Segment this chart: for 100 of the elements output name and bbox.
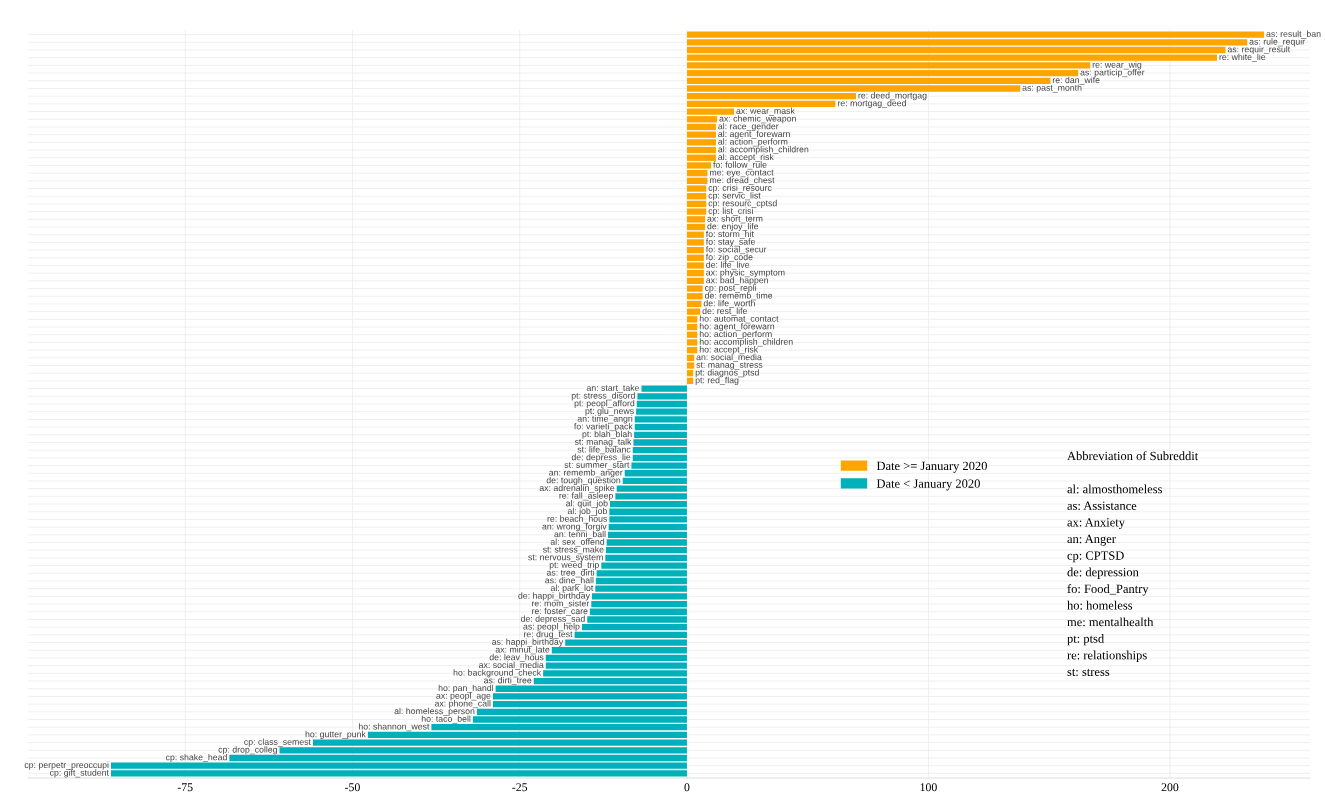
- category-label: re: fall_asleep: [559, 492, 613, 501]
- annotation: pt: ptsd: [1067, 633, 1105, 646]
- category-label: fo: social_secur: [705, 246, 767, 255]
- bar: [686, 123, 716, 131]
- category-label: al: race_gender: [718, 122, 779, 132]
- category-label: re: white_lie: [1219, 53, 1266, 62]
- category-label: ax: short_term: [707, 215, 763, 224]
- category-label: al: job_job: [567, 507, 607, 516]
- category-label: al: action_perform: [718, 138, 788, 147]
- category-label: de: depress_sad: [520, 615, 585, 624]
- category-label: ho: agent_forewarn: [699, 322, 775, 332]
- category-label: cp: resourc_cptsd: [708, 199, 777, 208]
- category-label: cp: perpetr_preoccupi: [24, 761, 109, 770]
- category-label: st: life_balanc: [577, 446, 631, 455]
- category-label: pt: weed_trip: [549, 561, 599, 570]
- category-label: ax: wear_mask: [736, 107, 795, 116]
- category-label: cp: drop_colleg: [218, 746, 277, 755]
- category-label: al: park_lot: [550, 584, 594, 593]
- category-label: re: beach_hous: [547, 515, 608, 524]
- category-label: ax: chemic_weapon: [719, 115, 796, 124]
- category-label: ax: minut_late: [495, 646, 550, 655]
- category-label: pt: glu_news: [585, 407, 634, 416]
- category-label: ax: physic_symptom: [706, 269, 785, 278]
- category-label: an: rememb_anger: [549, 469, 623, 478]
- category-label: de: rememb_time: [704, 292, 773, 301]
- category-label: st: stress_make: [542, 546, 604, 555]
- category-label: st: manag_talk: [574, 438, 632, 447]
- annotation: cp: CPTSD: [1067, 551, 1124, 563]
- x-tick-label: 100: [920, 783, 937, 792]
- annotation: st: stress: [1067, 668, 1110, 677]
- category-label: re: dan_wife: [1052, 76, 1100, 85]
- category-label: fo: storm_hit: [705, 230, 754, 239]
- category-label: ax: adrenalin_spike: [539, 484, 615, 493]
- category-label: de: happi_birthday: [518, 592, 590, 601]
- category-label: me: dread_chest: [709, 176, 775, 185]
- category-label: re: mortgag_deed: [837, 99, 906, 108]
- category-label: as: happi_birthday: [492, 638, 564, 647]
- category-label: an: wrong_forgiv: [542, 523, 607, 532]
- category-label: re: deed_mortgag: [858, 92, 927, 101]
- annotation: me: mentalhealth: [1067, 617, 1154, 627]
- annotation: an: Anger: [1067, 534, 1116, 546]
- bar: [686, 46, 1226, 54]
- x-tick-label: -25: [512, 783, 528, 792]
- x-tick-label: 200: [1161, 783, 1179, 792]
- x-tick-label: -75: [177, 783, 193, 792]
- category-label: al: accomplish_children: [718, 145, 809, 155]
- category-label: ho: automat_contact: [699, 315, 779, 324]
- category-label: an: start_take: [586, 384, 640, 393]
- category-label: fo: stay_safe: [705, 238, 756, 247]
- category-label: ho: shannon_west: [358, 723, 430, 732]
- category-label: st: nervous_system: [528, 554, 603, 562]
- annotation: de: depression: [1067, 567, 1139, 579]
- category-label: de: leav_hous: [489, 653, 544, 662]
- category-label: pt: diagnos_ptsd: [695, 369, 759, 378]
- category-label: pt: red_flag: [695, 376, 739, 385]
- category-label: de: life_live: [706, 261, 750, 270]
- category-label: an: social_media: [696, 353, 762, 362]
- category-label: fo: follow_rule: [713, 161, 767, 170]
- category-label: cp: gift_student: [49, 769, 109, 778]
- category-label: ho: accept_risk: [699, 346, 759, 355]
- category-label: re: foster_care: [532, 607, 588, 616]
- category-label: ax: social_media: [478, 661, 544, 670]
- category-label: al: agent_forewarn: [718, 130, 790, 139]
- category-label: as: result_ban: [1266, 30, 1321, 39]
- category-label: ho: taco_bell: [421, 715, 471, 724]
- category-label: cp: class_semest: [244, 738, 311, 747]
- category-label: pt: stress_disord: [571, 392, 635, 401]
- category-label: cp: post_repli: [704, 284, 757, 293]
- category-label: as: dine_hall: [545, 576, 594, 585]
- category-label: pt: blah_blah: [582, 430, 632, 439]
- category-label: ho: background_check: [453, 669, 542, 678]
- legend-label: Date < January 2020: [876, 479, 980, 491]
- category-label: an: time_angri: [577, 415, 633, 424]
- category-label: al: quit_job: [566, 499, 608, 509]
- category-label: de: life_worth: [703, 299, 755, 308]
- category-label: fo: varieti_pack: [574, 423, 633, 432]
- category-label: cp: list_crisi: [708, 207, 753, 216]
- category-label: ho: action_perform: [699, 330, 772, 339]
- category-label: as: tree_dirti: [546, 569, 595, 578]
- category-label: de: rest_life: [702, 307, 747, 316]
- annotation: re: relationships: [1067, 650, 1147, 662]
- category-label: de: tough_question: [546, 476, 621, 486]
- category-label: al: sex_offend: [550, 538, 605, 547]
- category-label: as: requir_result: [1227, 45, 1291, 55]
- category-label: al: accept_risk: [718, 153, 774, 162]
- category-label: as: particip_offer: [1080, 69, 1145, 78]
- x-tick-label: -50: [345, 783, 360, 792]
- category-label: re: drug_test: [524, 630, 573, 639]
- category-label: re: wear_wig: [1092, 61, 1142, 70]
- category-label: st: summer_start: [564, 462, 630, 470]
- annotation: as: Assistance: [1067, 501, 1137, 510]
- category-label: as: rule_requir: [1249, 38, 1305, 47]
- annotation: Abbreviation of Subreddit: [1067, 451, 1199, 461]
- annotation: ax: Anxiety: [1067, 518, 1125, 530]
- category-label: cp: crisi_resourc: [708, 184, 772, 193]
- category-label: ax: phone_call: [434, 700, 491, 709]
- category-label: ho: pan_handl: [438, 684, 494, 693]
- bar: [686, 377, 694, 385]
- category-label: pt: peopl_afford: [574, 399, 635, 409]
- category-label: ho: accomplish_children: [699, 338, 793, 347]
